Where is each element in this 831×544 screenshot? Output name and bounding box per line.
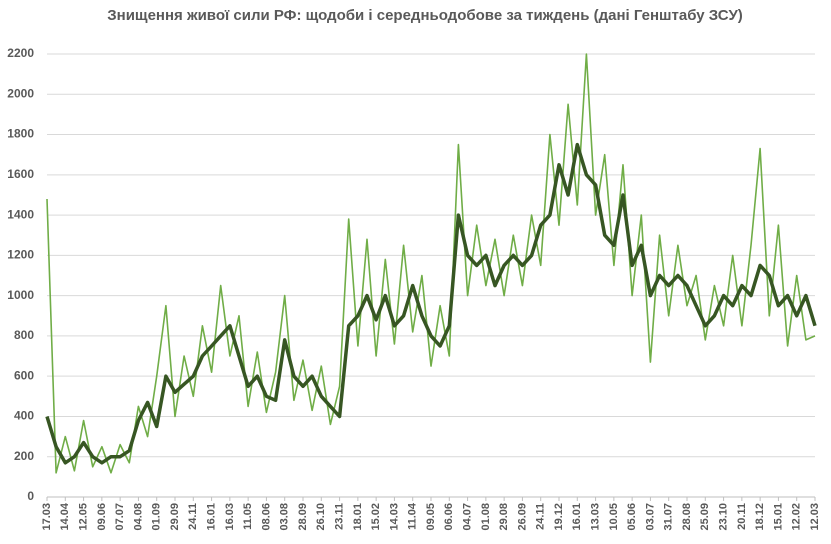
x-tick-label: 25.09 (699, 503, 711, 531)
x-tick-label: 26.10 (315, 503, 327, 531)
x-tick-label: 12.05 (77, 503, 89, 531)
y-tick-label: 800 (14, 328, 34, 342)
x-tick-label: 16.01 (571, 503, 583, 531)
x-tick-label: 15.01 (772, 503, 784, 531)
x-tick-label: 04.08 (132, 503, 144, 531)
x-tick-label: 01.08 (480, 503, 492, 531)
x-tick-label: 29.08 (498, 503, 510, 531)
x-tick-label: 23.10 (717, 503, 729, 531)
x-tick-label: 11.04 (407, 502, 419, 530)
x-tick-label: 12.03 (809, 503, 821, 531)
x-tick-label: 28.08 (681, 503, 693, 531)
x-tick-label: 08.06 (260, 503, 272, 531)
x-tick-label: 09.06 (96, 503, 108, 531)
y-tick-label: 1400 (7, 207, 34, 221)
x-tick-label: 14.04 (59, 502, 71, 530)
x-tick-label: 05.06 (626, 503, 638, 531)
y-tick-label: 600 (14, 368, 34, 382)
y-tick-label: 0 (27, 489, 34, 503)
x-tick-label: 03.07 (644, 503, 656, 531)
series-line (45, 142, 817, 465)
x-tick-label: 19.12 (553, 503, 565, 531)
x-tick-label: 24.11 (187, 503, 199, 530)
chart-title: Знищення живої сили РФ: щодоби і середнь… (107, 7, 743, 24)
x-tick-label: 17.03 (41, 503, 53, 531)
x-tick-label: 11.05 (242, 503, 254, 530)
y-tick-label: 1000 (7, 288, 34, 302)
x-tick-label: 15.02 (370, 503, 382, 531)
x-tick-label: 07.07 (114, 503, 126, 531)
y-tick-label: 2200 (7, 46, 34, 60)
x-tick-label: 01.09 (151, 503, 163, 531)
y-tick-label: 200 (14, 449, 34, 463)
y-tick-label: 2000 (7, 86, 34, 100)
y-tick-label: 1800 (7, 127, 34, 141)
x-tick-label: 28.09 (297, 503, 309, 531)
x-tick-label: 16.03 (224, 503, 236, 531)
x-tick-label: 23.11 (333, 503, 345, 530)
x-tick-label: 20.11 (736, 503, 748, 530)
x-tick-label: 18.12 (754, 503, 766, 531)
x-tick-label: 29.09 (169, 503, 181, 531)
x-tick-label: 31.07 (663, 503, 675, 531)
x-tick-label: 12.02 (791, 503, 803, 531)
y-tick-label: 400 (14, 409, 34, 423)
x-tick-label: 24.11 (535, 503, 547, 530)
x-tick-label: 26.09 (516, 503, 528, 531)
x-tick-label: 18.01 (352, 503, 364, 531)
x-tick-label: 10.05 (608, 503, 620, 531)
x-tick-label: 16.01 (205, 503, 217, 531)
x-tick-label: 09.05 (425, 503, 437, 531)
y-tick-label: 1200 (7, 248, 34, 262)
x-tick-label: 04.07 (461, 503, 473, 531)
x-tick-label: 14.03 (388, 503, 400, 531)
series-line (46, 53, 816, 474)
x-tick-label: 06.06 (443, 503, 455, 531)
y-tick-label: 1600 (7, 167, 34, 181)
x-tick-label: 13.03 (589, 503, 601, 531)
x-tick-label: 03.08 (279, 503, 291, 531)
